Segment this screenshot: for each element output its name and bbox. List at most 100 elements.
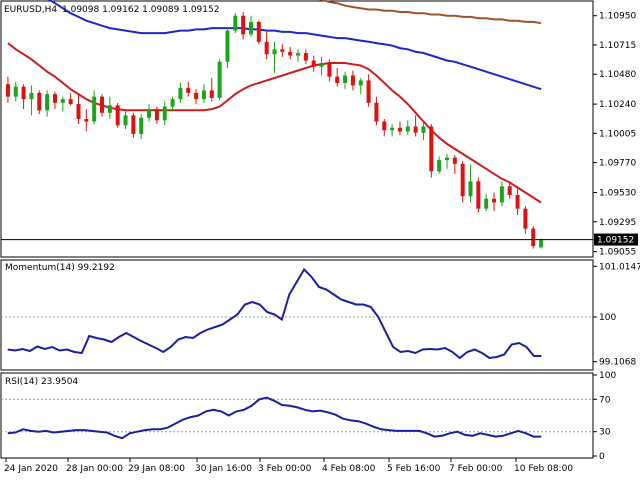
candle-body bbox=[531, 228, 536, 247]
ma-line-1 bbox=[47, 0, 542, 91]
ma-line-2 bbox=[318, 0, 542, 25]
candle-body bbox=[217, 61, 222, 98]
momentum-label: Momentum(14) 99.2192 bbox=[5, 263, 115, 273]
candle-body bbox=[60, 99, 65, 103]
candle-body bbox=[319, 63, 324, 67]
rsi-tick-label: 70 bbox=[599, 395, 611, 405]
price-tick-label: 1.09770 bbox=[599, 159, 636, 169]
candle-body bbox=[154, 109, 159, 121]
candle-body bbox=[256, 21, 261, 42]
time-tick-label: 28 Jan 00:00 bbox=[66, 464, 123, 474]
candle-body bbox=[139, 117, 144, 134]
candle-body bbox=[5, 84, 10, 97]
candle-body bbox=[327, 63, 332, 77]
candle-body bbox=[131, 115, 136, 134]
time-tick-label: 10 Feb 08:00 bbox=[514, 464, 573, 474]
candle-body bbox=[515, 194, 520, 209]
rsi-tick-label: 100 bbox=[599, 371, 616, 381]
candle-body bbox=[366, 80, 371, 103]
candle-body bbox=[405, 126, 410, 132]
time-tick-label: 30 Jan 16:00 bbox=[195, 464, 252, 474]
candle-body bbox=[209, 90, 214, 98]
time-axis: 24 Jan 2020 28 Jan 00:00 29 Jan 08:00 30 Ja… bbox=[4, 458, 573, 474]
rsi-axis: 100 70 30 0 bbox=[593, 371, 616, 462]
candle-body bbox=[421, 126, 426, 133]
candle-body bbox=[499, 186, 504, 203]
time-tick-label: 29 Jan 08:00 bbox=[128, 464, 185, 474]
candle-body bbox=[123, 115, 128, 126]
candle-body bbox=[350, 75, 355, 86]
candle-body bbox=[186, 87, 191, 93]
candle-body bbox=[484, 198, 489, 209]
candle-body bbox=[413, 126, 418, 133]
time-tick-label: 3 Feb 00:00 bbox=[258, 464, 312, 474]
candle-body bbox=[92, 96, 97, 122]
candle-body bbox=[460, 163, 465, 197]
candle-body bbox=[248, 21, 253, 35]
rsi-line bbox=[7, 396, 542, 440]
price-tick-label: 1.10480 bbox=[599, 70, 636, 80]
rsi-tick-label: 0 bbox=[599, 452, 605, 462]
candle-body bbox=[21, 86, 26, 100]
rsi-panel bbox=[0, 372, 594, 459]
candle-body bbox=[311, 60, 316, 67]
price-tick-label: 1.10715 bbox=[599, 41, 636, 51]
momentum-tick-label: 101.0147 bbox=[599, 262, 640, 272]
current-price-label: 1.09152 bbox=[597, 236, 634, 246]
candles bbox=[5, 11, 544, 249]
current-price-box bbox=[594, 233, 638, 246]
candle-body bbox=[52, 94, 57, 103]
candle-body bbox=[162, 106, 167, 121]
symbol-label: EURUSD,H4 bbox=[4, 5, 57, 15]
candle-body bbox=[225, 30, 230, 62]
candle-body bbox=[476, 181, 481, 209]
candle-body bbox=[29, 92, 34, 100]
momentum-axis: 101.0147 100 99.1068 bbox=[593, 262, 640, 368]
candle-body bbox=[264, 41, 269, 55]
moving-averages bbox=[7, 0, 542, 204]
price-tick-label: 1.10950 bbox=[599, 12, 636, 22]
price-tick-label: 1.09530 bbox=[599, 189, 636, 199]
candle-body bbox=[233, 15, 238, 31]
candle-body bbox=[397, 127, 402, 132]
candle-body bbox=[523, 208, 528, 229]
candle-body bbox=[296, 53, 301, 56]
ohlc-label: 1.09098 1.09162 1.09089 1.09152 bbox=[62, 5, 219, 15]
rsi-levels bbox=[1, 398, 593, 433]
candle-body bbox=[437, 160, 442, 172]
time-tick-label: 4 Feb 08:00 bbox=[322, 464, 376, 474]
ma-line-0 bbox=[7, 42, 542, 204]
rsi-tick-label: 30 bbox=[599, 428, 611, 438]
candle-body bbox=[452, 157, 457, 164]
candle-body bbox=[194, 92, 199, 100]
candle-body bbox=[382, 121, 387, 131]
candle-body bbox=[147, 109, 152, 118]
candle-body bbox=[45, 94, 50, 111]
candle-body bbox=[539, 239, 544, 248]
candle-body bbox=[429, 126, 434, 172]
candle-body bbox=[115, 105, 120, 126]
candle-body bbox=[241, 15, 246, 35]
candle-body bbox=[107, 105, 112, 113]
price-axis: 1.10950 1.10715 1.10480 1.10240 1.10005 1.097… bbox=[593, 12, 638, 258]
momentum-panel bbox=[0, 259, 594, 371]
price-tick-label: 1.09055 bbox=[599, 248, 636, 258]
candle-body bbox=[178, 87, 183, 100]
time-tick-label: 5 Feb 16:00 bbox=[387, 464, 441, 474]
candle-body bbox=[272, 49, 277, 55]
momentum-tick-label: 100 bbox=[599, 313, 616, 323]
candle-body bbox=[303, 53, 308, 61]
candle-body bbox=[390, 127, 395, 131]
candle-body bbox=[288, 51, 293, 56]
time-tick-label: 24 Jan 2020 bbox=[4, 464, 58, 474]
price-tick-label: 1.10005 bbox=[599, 129, 636, 139]
momentum-tick-label: 99.1068 bbox=[599, 358, 636, 368]
candle-body bbox=[358, 80, 363, 86]
candle-body bbox=[343, 75, 348, 83]
candle-body bbox=[444, 157, 449, 161]
candle-body bbox=[170, 99, 175, 107]
candle-body bbox=[492, 198, 497, 203]
price-tick-label: 1.09295 bbox=[599, 218, 636, 228]
candle-body bbox=[374, 102, 379, 122]
